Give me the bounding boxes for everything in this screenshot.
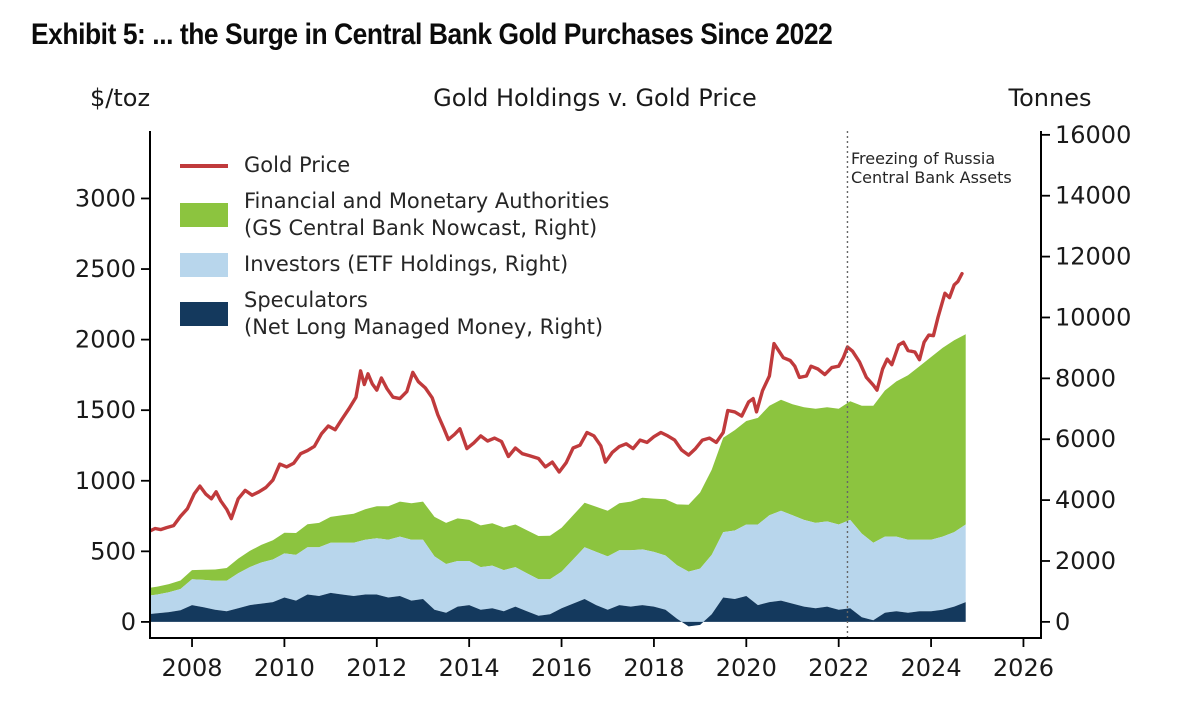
tick-label: 16000 bbox=[1055, 121, 1131, 149]
event-annotation: Freezing of Russia Central Bank Assets bbox=[851, 149, 1012, 187]
tick-label: 12000 bbox=[1055, 243, 1131, 271]
gold-price-line-swatch bbox=[180, 163, 228, 168]
area-central-banks bbox=[150, 334, 966, 596]
central-banks-swatch bbox=[180, 203, 228, 227]
area-speculators bbox=[150, 592, 966, 627]
tick-label: 3000 bbox=[75, 184, 136, 212]
tick-label: 2008 bbox=[161, 654, 222, 682]
legend-label: Investors (ETF Holdings, Right) bbox=[244, 252, 569, 276]
right-axis-title: Tonnes bbox=[1008, 84, 1092, 112]
plot-area bbox=[150, 271, 966, 627]
tick-label: 2010 bbox=[254, 654, 315, 682]
tick-label: 1500 bbox=[75, 396, 136, 424]
tick-label: 2000 bbox=[75, 326, 136, 354]
tick-label: 6000 bbox=[1055, 425, 1116, 453]
left-axis-title: $/toz bbox=[90, 84, 151, 112]
tick-label: 2014 bbox=[439, 654, 500, 682]
legend-item-central-banks: Financial and Monetary Authorities (GS C… bbox=[180, 188, 609, 242]
legend-label: Speculators (Net Long Managed Money, Rig… bbox=[244, 288, 604, 339]
tick-label: 500 bbox=[90, 537, 136, 565]
tick-label: 2016 bbox=[531, 654, 592, 682]
tick-label: 2020 bbox=[716, 654, 777, 682]
tick-label: 2024 bbox=[901, 654, 962, 682]
tick-label: 2000 bbox=[1055, 547, 1116, 575]
tick-label: 0 bbox=[1055, 608, 1070, 636]
legend-label: Gold Price bbox=[244, 153, 351, 177]
tick-label: 14000 bbox=[1055, 182, 1131, 210]
area-etf-investors bbox=[150, 510, 966, 627]
tick-label: 2022 bbox=[808, 654, 869, 682]
exhibit-title: Exhibit 5: ... the Surge in Central Bank… bbox=[31, 18, 833, 51]
tick-label: 10000 bbox=[1055, 303, 1131, 331]
legend-item-gold-price: Gold Price bbox=[180, 152, 609, 179]
legend-item-investors: Investors (ETF Holdings, Right) bbox=[180, 251, 609, 278]
speculators-swatch bbox=[180, 302, 228, 326]
gold-price-line bbox=[150, 271, 964, 533]
chart-title: Gold Holdings v. Gold Price bbox=[433, 84, 757, 112]
tick-label: 0 bbox=[121, 608, 136, 636]
tick-label: 8000 bbox=[1055, 364, 1116, 392]
legend: Gold Price Financial and Monetary Author… bbox=[180, 152, 609, 350]
tick-label: 2500 bbox=[75, 255, 136, 283]
tick-label: 2012 bbox=[346, 654, 407, 682]
legend-label: Financial and Monetary Authorities (GS C… bbox=[244, 189, 610, 240]
legend-item-speculators: Speculators (Net Long Managed Money, Rig… bbox=[180, 287, 609, 341]
tick-label: 1000 bbox=[75, 467, 136, 495]
tick-label: 2018 bbox=[623, 654, 684, 682]
investors-swatch bbox=[180, 252, 228, 277]
tick-label: 4000 bbox=[1055, 486, 1116, 514]
tick-label: 2026 bbox=[993, 654, 1054, 682]
